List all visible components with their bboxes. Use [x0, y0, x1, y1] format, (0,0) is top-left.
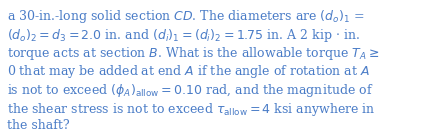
Text: is not to exceed $(\phi_A)_{\mathrm{allow}} = 0.10$ rad, and the magnitude of: is not to exceed $(\phi_A)_{\mathrm{allo… — [7, 82, 373, 99]
Text: torque acts at section $\mathit{B}$. What is the allowable torque $T_A \geq$: torque acts at section $\mathit{B}$. Wha… — [7, 45, 379, 62]
Text: a 30-in.-long solid section $\mathit{CD}$. The diameters are $(d_o)_1$ =: a 30-in.-long solid section $\mathit{CD}… — [7, 8, 365, 25]
Text: 0 that may be added at end $\mathit{A}$ if the angle of rotation at $\mathit{A}$: 0 that may be added at end $\mathit{A}$ … — [7, 64, 370, 80]
Text: $(d_o)_2 = d_3 = 2.0$ in. and $(d_i)_1 = (d_i)_2 = 1.75$ in. A 2 kip $\cdot$ in.: $(d_o)_2 = d_3 = 2.0$ in. and $(d_i)_1 =… — [7, 27, 360, 44]
Text: the shaft?: the shaft? — [7, 119, 70, 132]
Text: the shear stress is not to exceed $\tau_{\mathrm{allow}} = 4$ ksi anywhere in: the shear stress is not to exceed $\tau_… — [7, 100, 376, 117]
